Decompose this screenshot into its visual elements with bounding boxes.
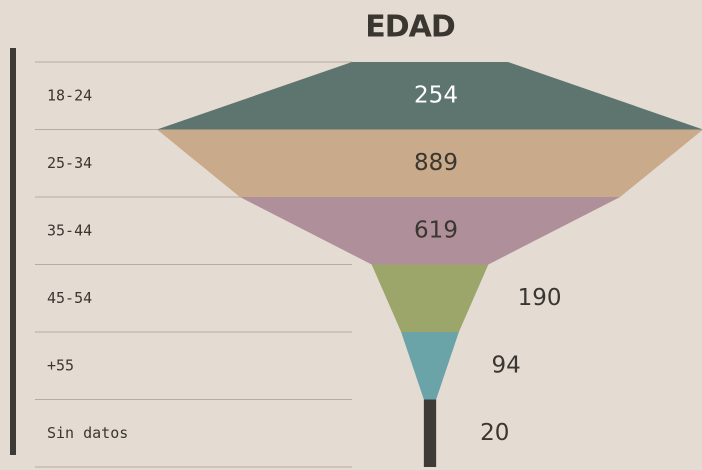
funnel-segment <box>401 332 459 400</box>
category-label: 35-44 <box>47 221 92 239</box>
category-label: +55 <box>47 356 74 374</box>
funnel-segment <box>157 62 702 130</box>
value-label: 20 <box>480 420 509 446</box>
value-label: 619 <box>414 217 458 243</box>
category-label: 45-54 <box>47 289 92 307</box>
category-label: 18-24 <box>47 86 92 104</box>
chart-title: EDAD <box>365 10 455 45</box>
funnel-segment <box>239 197 621 265</box>
value-label: 889 <box>414 150 458 176</box>
left-bar <box>10 48 16 455</box>
value-label: 254 <box>414 82 458 108</box>
funnel-segment <box>157 129 702 197</box>
category-label: 25-34 <box>47 154 92 172</box>
funnel-segment <box>423 399 437 467</box>
value-label: 190 <box>518 285 562 311</box>
value-label: 94 <box>492 352 521 378</box>
funnel-segment <box>371 264 489 332</box>
category-label: Sin datos <box>47 424 128 442</box>
